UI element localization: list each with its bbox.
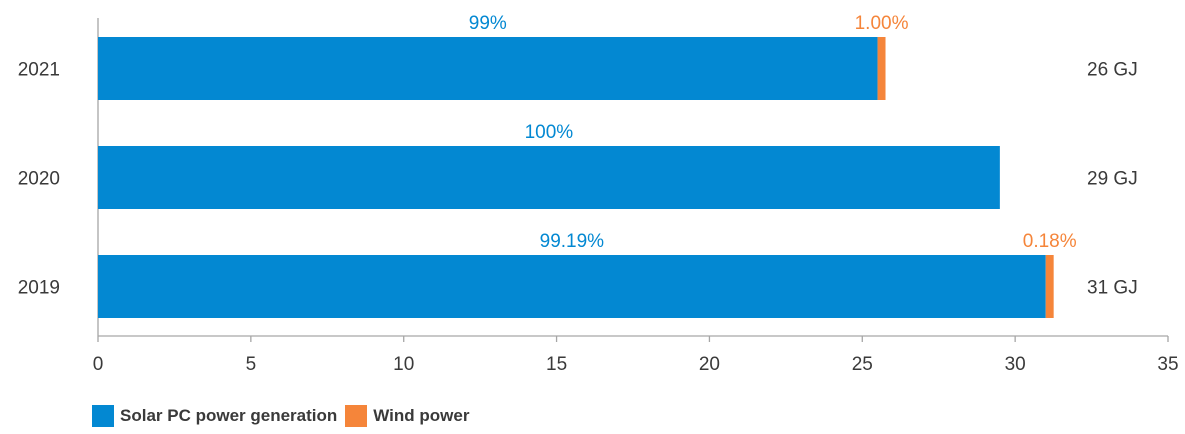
x-tick-label: 0 — [93, 354, 104, 375]
x-tick-label: 15 — [546, 354, 567, 375]
y-category-label: 2019 — [18, 278, 60, 299]
chart: 0 5 10 15 20 25 30 35 2021 99% 1.00% 26 GJ 2020 100% 2… — [18, 13, 1179, 375]
x-tick-label: 20 — [699, 354, 720, 375]
data-label-solar: 99.19% — [540, 231, 605, 252]
x-tick-label: 35 — [1157, 354, 1178, 375]
legend-item-wind: Wind power — [345, 405, 469, 427]
total-label: 31 GJ — [1087, 278, 1138, 299]
data-label-wind: 1.00% — [855, 13, 909, 34]
legend-item-solar: Solar PC power generation — [92, 405, 337, 427]
total-label: 29 GJ — [1087, 169, 1138, 190]
total-label: 26 GJ — [1087, 60, 1138, 81]
legend: Solar PC power generation Wind power — [92, 405, 477, 427]
x-tick-label: 10 — [393, 354, 414, 375]
legend-swatch-solar — [92, 405, 114, 427]
bar-wind — [877, 37, 886, 100]
x-tick-label: 30 — [1005, 354, 1026, 375]
y-category-label: 2020 — [18, 169, 60, 190]
bar-wind — [1045, 255, 1054, 318]
legend-label-wind: Wind power — [373, 406, 470, 425]
bar-solar — [98, 146, 1000, 209]
data-label-solar: 100% — [525, 122, 574, 143]
chart-marks: 0 5 10 15 20 25 30 35 2021 99% 1.00% 26 GJ 2020 100% 2… — [18, 13, 1179, 375]
data-label-solar: 99% — [469, 13, 507, 34]
bar-solar — [98, 37, 878, 100]
x-tick-label: 25 — [852, 354, 873, 375]
legend-swatch-wind — [345, 405, 368, 427]
legend-label-solar: Solar PC power generation — [120, 406, 338, 425]
y-category-label: 2021 — [18, 60, 60, 81]
x-tick-label: 5 — [246, 354, 257, 375]
data-label-wind: 0.18% — [1023, 231, 1077, 252]
bar-solar — [98, 255, 1046, 318]
